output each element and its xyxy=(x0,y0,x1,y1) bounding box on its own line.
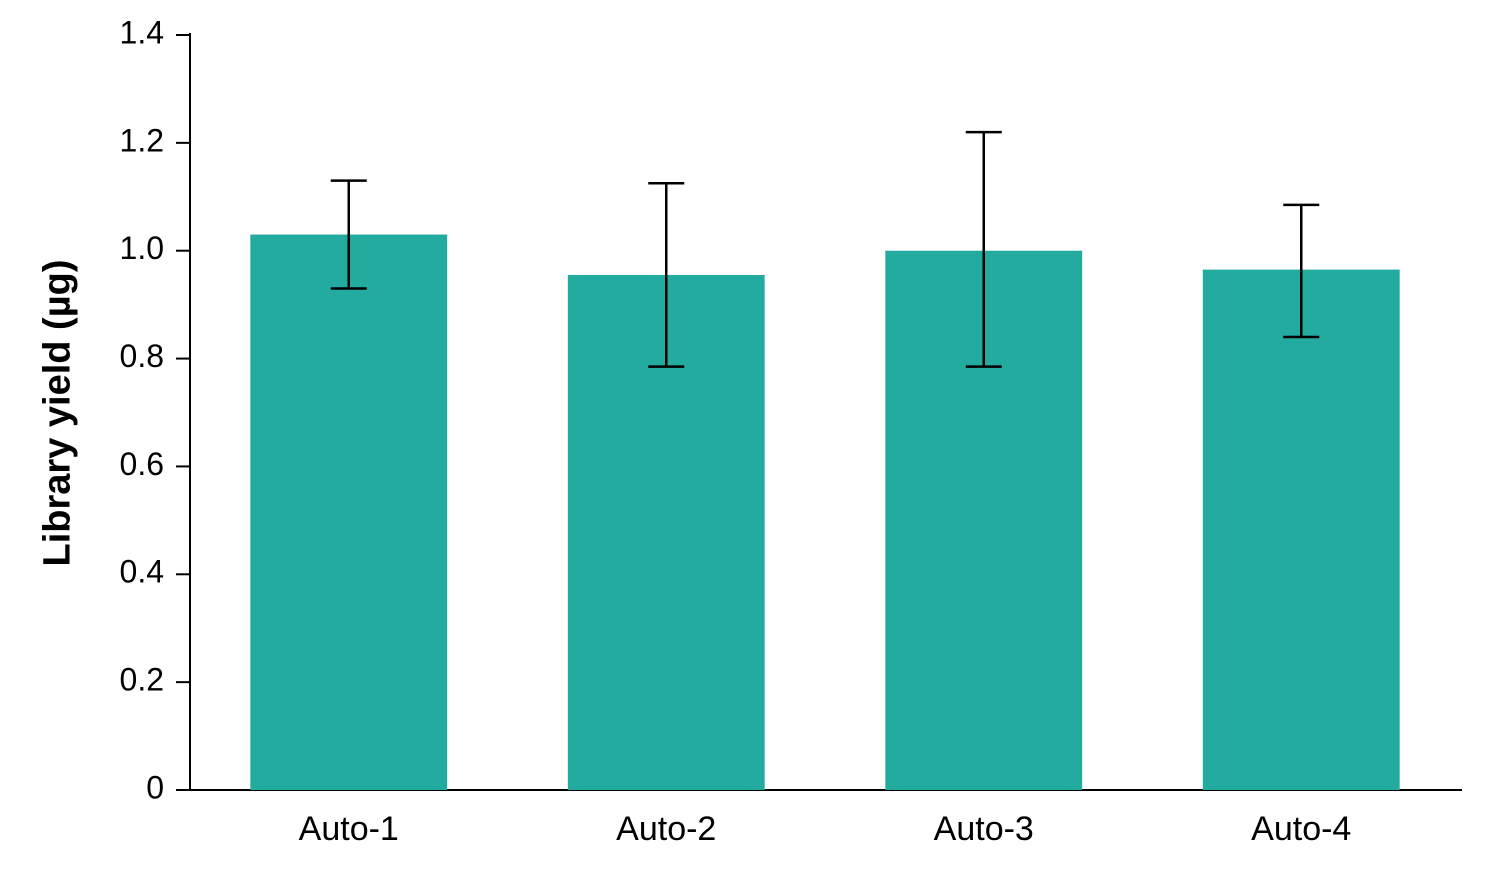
x-tick-label: Auto-4 xyxy=(1251,810,1351,848)
y-tick-label: 0.8 xyxy=(120,338,164,374)
x-tick-label: Auto-2 xyxy=(616,810,716,848)
y-tick-label: 1.2 xyxy=(120,122,164,158)
x-tick-label: Auto-3 xyxy=(934,810,1034,848)
y-axis-label: Library yield (µg) xyxy=(37,259,80,566)
y-tick-label: 1.4 xyxy=(120,14,164,50)
y-tick-label: 0 xyxy=(146,769,164,805)
chart-svg: 0 0.2 0.4 0.6 0.8 1.0 1.2 1.4 Auto-1 Auto-2 Auto-3… xyxy=(0,0,1491,892)
y-tick-label: 1.0 xyxy=(120,230,164,266)
x-tick-label: Auto-1 xyxy=(299,810,399,848)
y-tick-label: 0.4 xyxy=(120,554,164,590)
y-tick-label: 0.6 xyxy=(120,446,164,482)
bar-chart: 0 0.2 0.4 0.6 0.8 1.0 1.2 1.4 Auto-1 Auto-2 Auto-3… xyxy=(0,0,1491,892)
y-tick-label: 0.2 xyxy=(120,662,164,698)
bar xyxy=(1203,270,1400,790)
bar xyxy=(250,235,447,790)
